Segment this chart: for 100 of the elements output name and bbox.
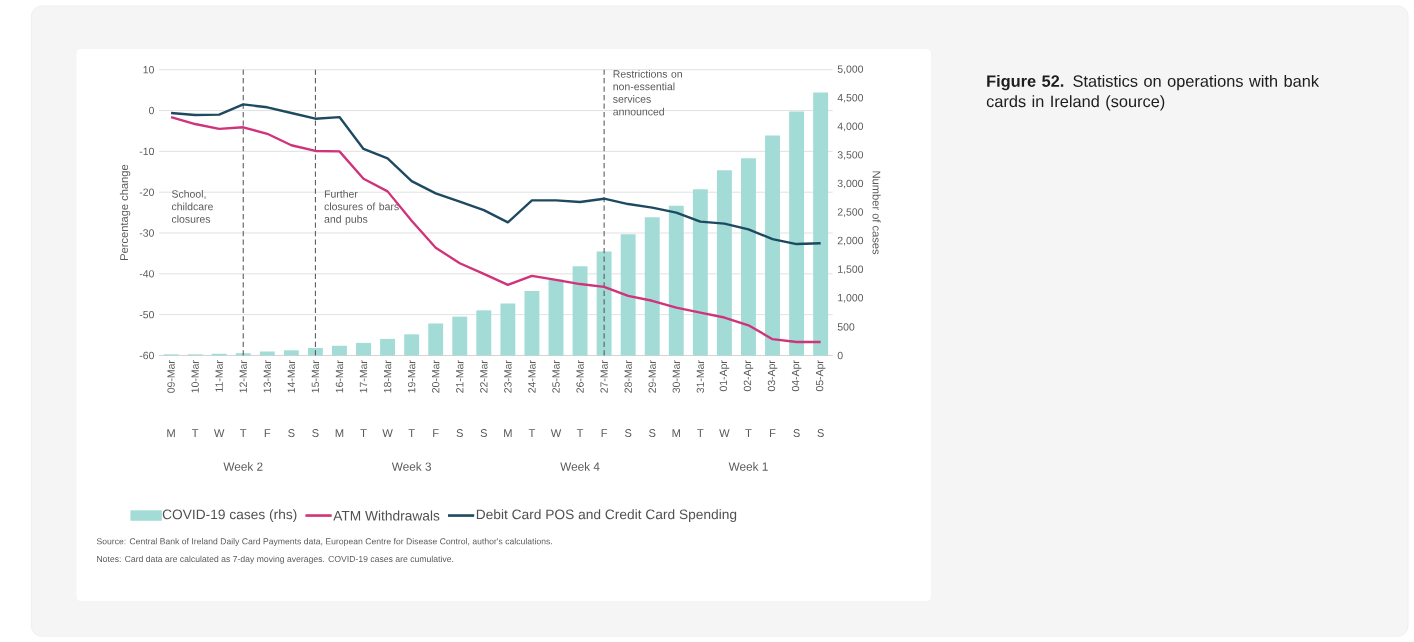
y2-tick-label: 2,000	[837, 236, 864, 246]
text: M	[672, 429, 681, 437]
line-series	[169, 103, 822, 246]
text: S	[312, 429, 319, 437]
y2-tick-label: 3,500	[837, 151, 864, 160]
bar	[332, 345, 347, 356]
x-tick-label: 31-Mar	[696, 360, 705, 393]
y2-tick-label: 3,000	[837, 179, 864, 189]
legend-label: Debit Card POS and Credit Card Spending	[476, 509, 737, 522]
x-tick-label: 17-Mar	[359, 360, 368, 393]
ref-line-label: Restrictions on non-essential services announced	[613, 69, 682, 116]
text: W	[213, 429, 225, 437]
x-tick-label: 28-Mar	[624, 360, 632, 393]
x-tick-label: 23-Mar	[504, 360, 512, 393]
text: Week 3	[391, 462, 431, 471]
x-tick-label: 21-Mar	[456, 360, 464, 393]
bar	[548, 279, 564, 356]
x-tick-label: 03-Apr	[767, 360, 778, 392]
bar	[716, 170, 732, 356]
line-series	[169, 115, 822, 344]
text: Notes: Card data are calculated as 7-day moving averages. COVID-19 cases are cumulative.	[97, 555, 454, 564]
y2-axis-title: Number of cases	[872, 171, 881, 255]
bar	[356, 342, 371, 356]
bar	[644, 217, 660, 356]
x-tick-label: 18-Mar	[383, 360, 392, 393]
x-tick-label: 16-Mar	[335, 360, 344, 393]
bar	[572, 266, 588, 356]
bar	[283, 350, 299, 356]
text: T	[576, 429, 584, 437]
text: Week 4	[560, 462, 600, 471]
bar	[789, 111, 805, 356]
text: M	[504, 429, 512, 437]
x-tick-label: 25-Mar	[552, 360, 560, 393]
bar	[692, 189, 708, 356]
text: S	[649, 429, 656, 437]
y-tick-label: -60	[139, 351, 154, 360]
y2-tick-label: 1,500	[838, 265, 864, 274]
bar	[428, 323, 444, 356]
text: Figure 52. Statistics on operations with bank cards in Ireland (source)	[986, 74, 1320, 111]
x-tick-label: 02-Apr	[743, 360, 754, 392]
text: T	[191, 429, 199, 437]
y-tick-label: 10	[143, 65, 154, 74]
text: T	[745, 429, 752, 437]
y-tick-label: -10	[139, 147, 154, 155]
text: W	[382, 429, 393, 437]
bar	[500, 303, 516, 356]
x-tick-label: 26-Mar	[576, 360, 584, 393]
x-tick-label: 29-Mar	[648, 360, 656, 393]
text: Week 2	[223, 462, 263, 471]
bar	[524, 290, 540, 356]
x-tick-label: 10-Mar	[191, 360, 199, 393]
text: T	[240, 429, 247, 437]
bar	[741, 158, 756, 356]
y2-tick-label: 4,500	[837, 93, 864, 103]
y-tick-label: -30	[139, 229, 154, 237]
bar	[259, 351, 275, 356]
y2-tick-label: 1,000	[838, 293, 864, 303]
y-tick-label: -50	[139, 310, 154, 319]
x-tick-label: 19-Mar	[407, 360, 416, 393]
x-tick-label: 05-Apr	[815, 360, 826, 392]
x-tick-label: 14-Mar	[287, 360, 295, 393]
x-tick-label: 01-Apr	[719, 360, 730, 392]
y2-tick-label: 4,000	[837, 122, 864, 132]
legend-label: ATM Withdrawals	[333, 510, 440, 521]
bar	[380, 338, 396, 356]
x-tick-label: 09-Mar	[167, 360, 175, 393]
text: F	[601, 429, 608, 437]
bar	[620, 234, 636, 356]
text: S	[793, 429, 800, 437]
bar	[668, 205, 684, 356]
x-tick-label: 20-Mar	[432, 360, 440, 393]
bar	[452, 316, 468, 356]
text: S	[480, 429, 488, 437]
x-tick-label: 30-Mar	[672, 360, 680, 393]
text: S	[817, 429, 824, 437]
text: S	[624, 429, 632, 437]
text: T	[697, 429, 704, 437]
x-tick-label: 27-Mar	[600, 360, 608, 393]
text: M	[335, 429, 344, 437]
y2-tick-label: 5,000	[837, 65, 864, 74]
y2-tick-label: 0	[837, 351, 843, 360]
y2-tick-label: 2,500	[837, 208, 864, 217]
text: F	[264, 429, 271, 437]
bar	[404, 334, 420, 356]
x-tick-label: 15-Mar	[311, 360, 320, 393]
x-tick-label: 24-Mar	[528, 360, 536, 393]
ref-line-label: Further closures of bars and pubs	[324, 189, 399, 225]
text: F	[770, 429, 776, 437]
bar	[765, 135, 780, 356]
legend-label: COVID-19 cases (rhs)	[162, 509, 297, 522]
text: M	[167, 429, 175, 437]
y-tick-label: 0	[148, 106, 154, 115]
text: S	[288, 429, 295, 437]
y-axis-title: Percentage change	[119, 164, 131, 260]
source-note: Source: Central Bank of Ireland Daily Card Payments data, European Centre for Disease Control, author's calculations.	[96, 537, 552, 546]
text: S	[456, 429, 463, 437]
x-tick-label: 13-Mar	[263, 360, 271, 393]
text: T	[408, 429, 415, 437]
text: T	[528, 429, 536, 437]
y2-tick-label: 500	[837, 323, 855, 331]
